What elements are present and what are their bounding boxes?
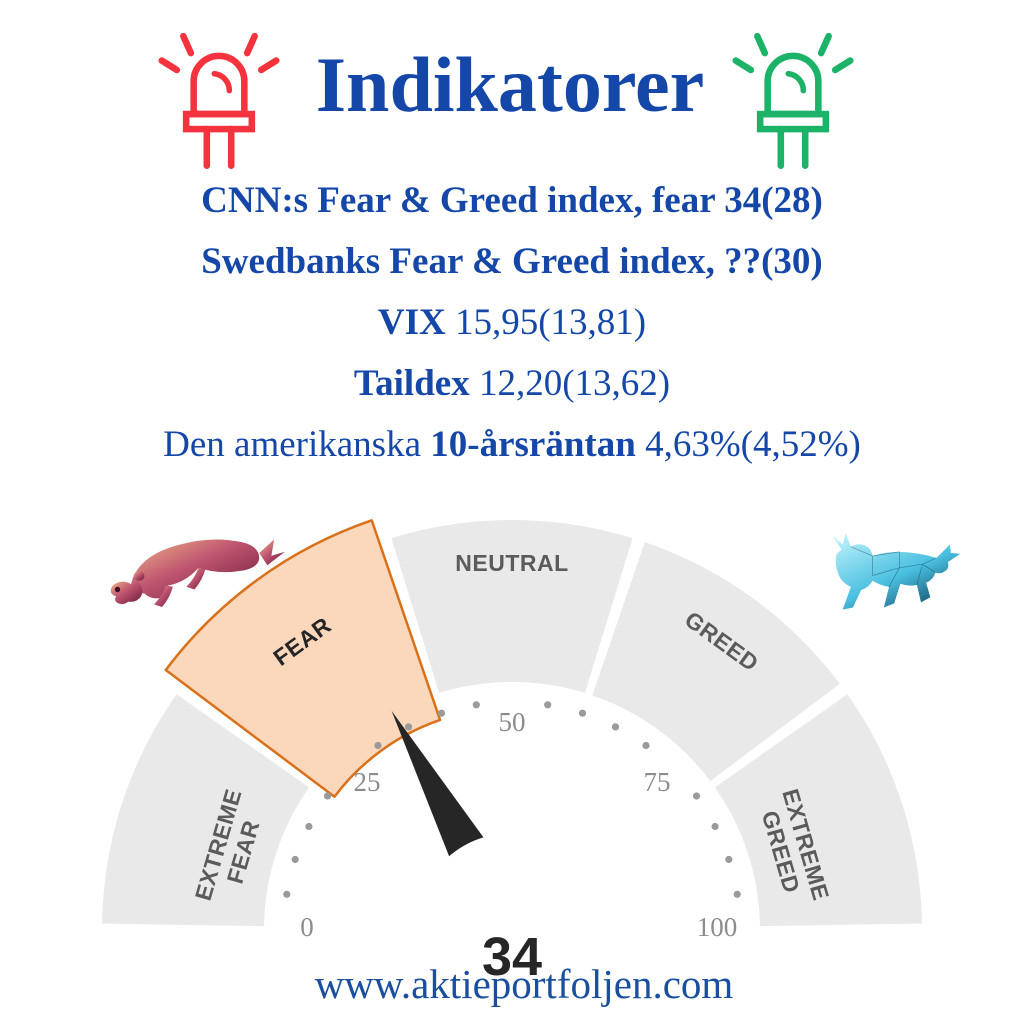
svg-text:25: 25 — [354, 767, 381, 797]
svg-text:0: 0 — [300, 912, 314, 942]
svg-text:50: 50 — [499, 707, 526, 737]
svg-text:100: 100 — [697, 912, 738, 942]
svg-text:NEUTRAL: NEUTRAL — [455, 550, 568, 576]
svg-text:75: 75 — [644, 767, 671, 797]
